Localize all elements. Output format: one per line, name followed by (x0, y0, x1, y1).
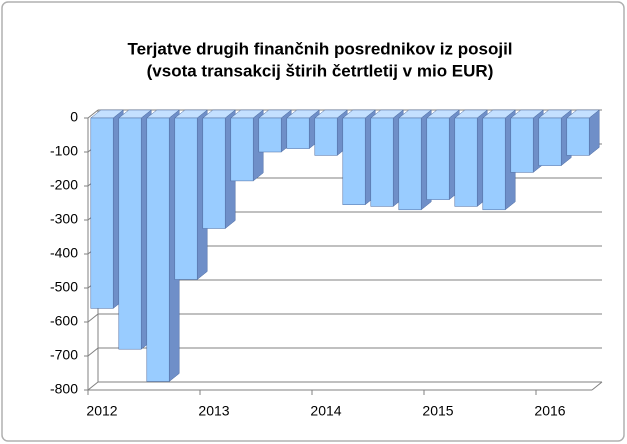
bar (146, 117, 170, 382)
bar (90, 117, 114, 309)
bar (454, 117, 478, 207)
chart-title: Terjatve drugih finančnih posrednikov iz… (127, 39, 512, 58)
x-axis-back (591, 381, 603, 391)
bar (398, 117, 422, 211)
y-tick-label: -700 (50, 347, 78, 363)
y-tick-label: 0 (70, 109, 78, 125)
grid-line-side (87, 313, 99, 323)
bar (566, 117, 590, 156)
grid-line-side (87, 109, 99, 119)
bar (258, 117, 282, 153)
y-tick-label: -600 (50, 313, 78, 329)
bar (202, 117, 226, 229)
bar (118, 117, 142, 350)
bar (342, 117, 366, 205)
x-tick-label: 2014 (310, 403, 341, 419)
y-tick-label: -100 (50, 143, 78, 159)
y-tick-label: -400 (50, 245, 78, 261)
bar (426, 117, 450, 200)
x-tick-label: 2012 (86, 403, 117, 419)
grid-line-side (87, 347, 99, 357)
bar (314, 117, 338, 156)
bar (538, 117, 562, 166)
bar (370, 117, 394, 207)
y-tick-label: -200 (50, 177, 78, 193)
bar (510, 117, 534, 173)
x-tick-label: 2013 (198, 403, 229, 419)
y-tick-label: -500 (50, 279, 78, 295)
y-tick-label: -800 (50, 381, 78, 397)
grid-line-side (87, 381, 99, 391)
chart-subtitle: (vsota transakcij štirih četrtletij v mi… (147, 61, 494, 80)
x-tick-label: 2015 (422, 403, 453, 419)
bar (482, 117, 506, 211)
bar (174, 117, 198, 280)
bar (286, 117, 310, 149)
bar (230, 117, 254, 182)
x-tick-label: 2016 (534, 403, 565, 419)
y-tick-label: -300 (50, 211, 78, 227)
